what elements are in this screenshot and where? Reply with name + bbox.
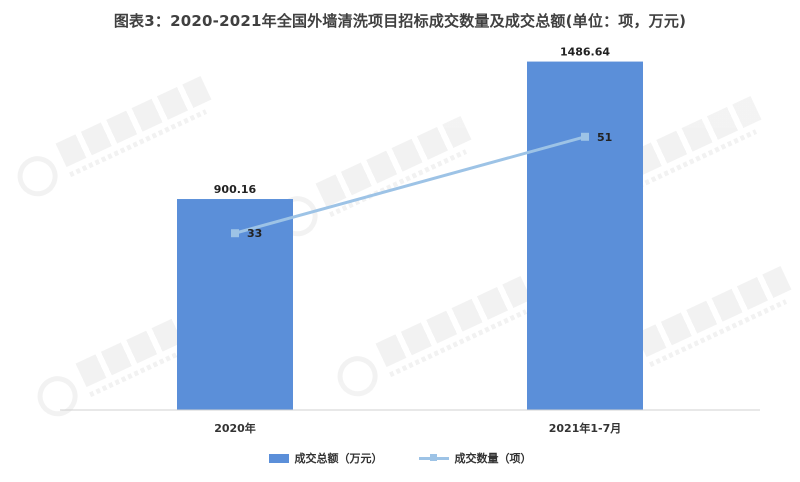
legend-line-swatch (418, 453, 449, 463)
legend-bar-swatch (268, 453, 289, 463)
line-value-label: 33 (247, 227, 262, 240)
x-tick-label: 2021年1-7月 (549, 421, 622, 435)
bar-value-label: 1486.64 (560, 46, 610, 59)
chart-legend: 成交总额（万元） 成交数量（项） (0, 450, 800, 466)
legend-bar-label: 成交总额（万元） (294, 452, 383, 465)
legend-item-line: 成交数量（项） (418, 450, 532, 466)
chart-title: 图表3：2020-2021年全国外墙清洗项目招标成交数量及成交总额(单位：项，万… (113, 12, 687, 30)
bar (527, 61, 643, 410)
legend-line-label: 成交数量（项） (454, 452, 532, 465)
x-tick-label: 2020年 (214, 421, 256, 435)
line-series (234, 135, 586, 235)
line-point (231, 229, 239, 238)
line-point (581, 132, 589, 141)
bar-value-label: 900.16 (214, 183, 257, 196)
line-value-label: 51 (597, 131, 612, 144)
legend-item-bar: 成交总额（万元） (268, 450, 383, 466)
